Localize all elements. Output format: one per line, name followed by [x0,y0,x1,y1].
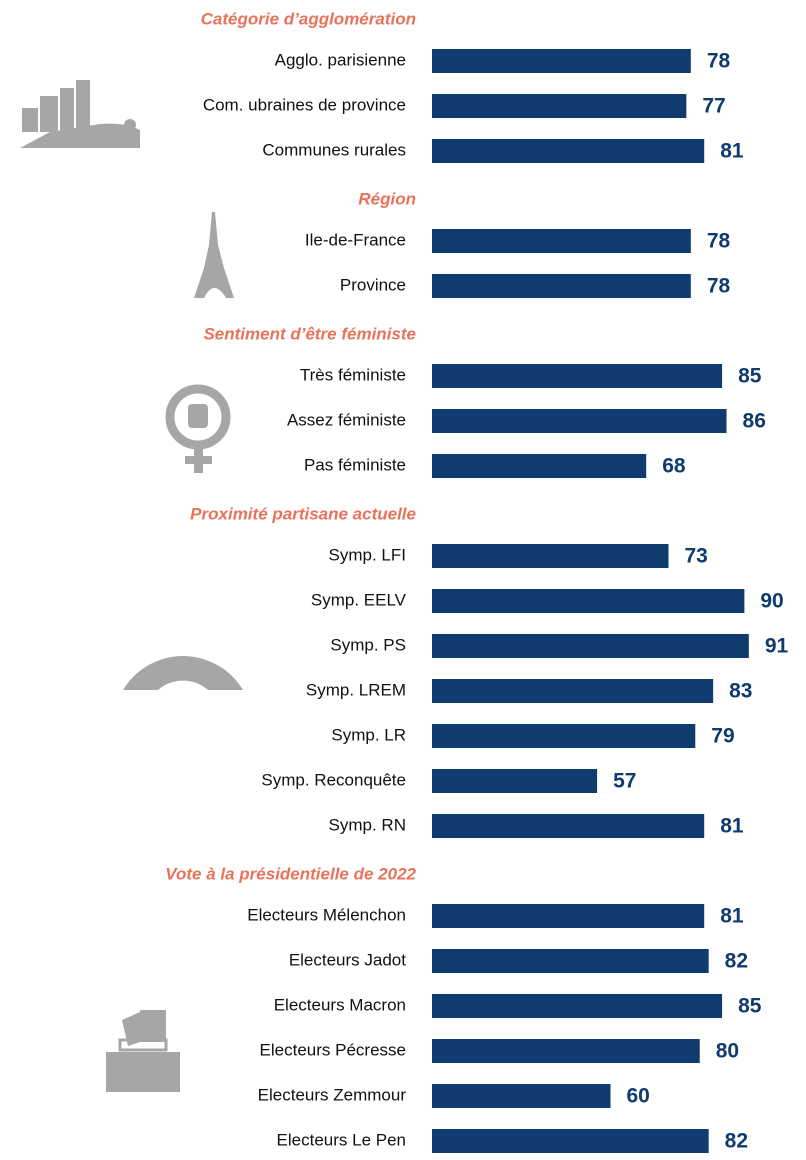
category-label: Electeurs Mélenchon [247,905,406,924]
bar [432,1084,611,1108]
group-title: Catégorie d’agglomération [201,9,416,28]
category-label: Symp. PS [330,635,406,654]
icon-hemicycle [123,656,243,690]
category-label: Electeurs Le Pen [277,1130,406,1149]
value-label: 90 [760,590,783,613]
bar [432,634,749,658]
value-label: 68 [662,455,686,478]
bar [432,904,705,928]
icon-ballot [106,1010,180,1092]
bar [432,679,714,703]
value-label: 60 [627,1085,650,1108]
bar [432,1039,700,1063]
group-title: Vote à la présidentielle de 2022 [165,864,416,883]
value-label: 57 [613,770,636,793]
value-label: 78 [707,50,731,73]
bar [432,274,691,298]
bar [432,589,745,613]
value-label: 73 [685,545,708,568]
bar [432,724,696,748]
value-label: 86 [743,410,766,433]
value-label: 85 [738,365,762,388]
bar [432,94,687,118]
value-label: 77 [702,95,725,118]
value-label: 81 [720,905,744,928]
bar [432,769,598,793]
category-label: Pas féministe [304,455,406,474]
bar [432,139,705,163]
category-label: Ile-de-France [305,230,406,249]
value-label: 81 [720,140,744,163]
group-title: Région [358,189,416,208]
category-label: Communes rurales [262,140,406,159]
category-label: Agglo. parisienne [275,50,406,69]
bar [432,544,669,568]
category-label: Assez féministe [287,410,406,429]
value-label: 85 [738,995,762,1018]
value-label: 79 [711,725,734,748]
value-label: 82 [725,1130,748,1153]
value-label: 78 [707,275,731,298]
category-label: Electeurs Jadot [289,950,406,969]
group-title: Sentiment d’être féministe [203,324,416,343]
category-label: Electeurs Zemmour [258,1085,407,1104]
bar [432,994,723,1018]
value-label: 83 [729,680,752,703]
value-label: 78 [707,230,731,253]
bar [432,364,723,388]
group-title: Proximité partisane actuelle [190,504,416,523]
category-label: Com. ubraines de province [203,95,406,114]
bar [432,454,647,478]
category-label: Très féministe [300,365,406,384]
category-label: Symp. RN [329,815,406,834]
value-label: 82 [725,950,748,973]
bar [432,229,691,253]
icon-feminist [165,384,231,473]
category-label: Electeurs Pécresse [260,1040,406,1059]
bar [432,409,727,433]
category-label: Province [340,275,406,294]
category-label: Symp. LR [331,725,406,744]
value-label: 80 [716,1040,739,1063]
category-label: Symp. LREM [306,680,406,699]
bar [432,949,709,973]
category-label: Symp. LFI [329,545,406,564]
bar [432,814,705,838]
bar [432,1129,709,1153]
icon-city [20,80,140,148]
value-label: 91 [765,635,789,658]
category-label: Symp. EELV [311,590,407,609]
bar [432,49,691,73]
value-label: 81 [720,815,744,838]
category-label: Electeurs Macron [274,995,406,1014]
icon-eiffel [194,212,234,298]
category-label: Symp. Reconquête [261,770,406,789]
